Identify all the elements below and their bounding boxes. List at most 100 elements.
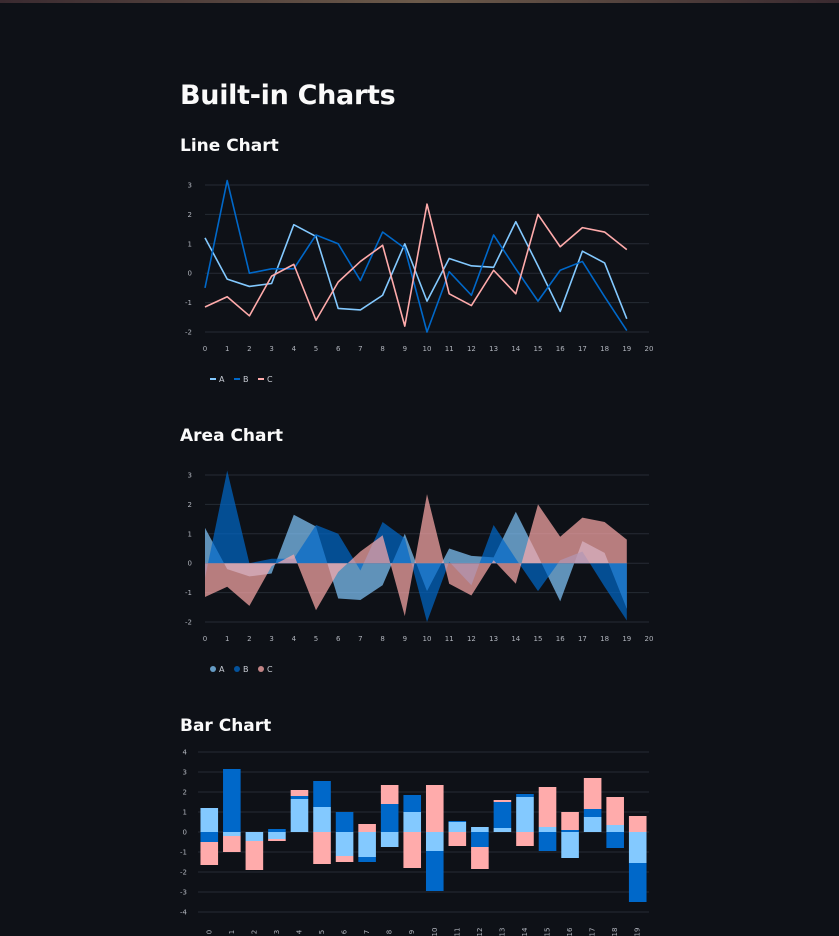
line-xtick-label: 6 (336, 345, 341, 353)
line-xtick-label: 2 (247, 345, 251, 353)
area-xtick-label: 12 (467, 635, 476, 643)
bar-xtick-label: 4 (295, 929, 303, 934)
bar-segment-C (268, 839, 286, 841)
bar-segment-A (380, 832, 399, 847)
bar-segment-A (538, 827, 557, 832)
bar-xtick-label: 10 (431, 928, 439, 936)
bar-segment-C (425, 785, 444, 832)
line-legend-label: A (219, 375, 225, 384)
line-xtick-label: 12 (467, 345, 476, 353)
bar-segment-C (223, 836, 241, 852)
bar-ytick-label: 1 (183, 809, 187, 817)
bar-segment-B (516, 794, 534, 797)
bar-xtick-label: 14 (521, 927, 529, 936)
page-title: Built-in Charts (180, 80, 396, 111)
bar-segment-B (200, 832, 219, 842)
bar-ytick-label: -4 (180, 909, 188, 917)
bar-segment-A (583, 817, 602, 832)
area-xtick-label: 14 (511, 635, 520, 643)
bar-xtick-label: 0 (205, 930, 213, 934)
area-xtick-label: 18 (600, 635, 609, 643)
area-xtick-label: 1 (225, 635, 229, 643)
bar-xtick-label: 7 (363, 930, 371, 934)
area-xtick-label: 4 (292, 635, 297, 643)
bar-ytick-label: -2 (180, 869, 187, 877)
line-legend-label: B (243, 375, 249, 384)
line-series-C (204, 203, 628, 327)
bar-segment-A (200, 808, 219, 832)
area-legend-label: B (243, 665, 249, 674)
area-xtick-label: 0 (203, 635, 207, 643)
area-chart-title: Area Chart (180, 426, 284, 446)
top-decoration-bar (0, 0, 839, 3)
bar-segment-B (493, 802, 512, 828)
line-ytick-label: 0 (188, 270, 192, 278)
bar-xtick-label: 11 (453, 928, 461, 936)
line-ytick-label: 1 (188, 240, 192, 248)
area-xtick-label: 11 (445, 635, 454, 643)
bar-xtick-label: 12 (476, 928, 484, 936)
bar-xtick-label: 6 (341, 929, 349, 934)
line-xtick-label: 9 (403, 345, 407, 353)
area-xtick-label: 3 (269, 635, 273, 643)
bar-segment-B (268, 829, 286, 832)
bar-ytick-label: -1 (180, 849, 187, 857)
area-xtick-label: 17 (578, 635, 587, 643)
line-ytick-label: 3 (188, 182, 192, 190)
line-xtick-label: 1 (225, 345, 229, 353)
bar-segment-B (583, 809, 602, 817)
bar-segment-C (200, 842, 219, 865)
area-xtick-label: 8 (380, 635, 384, 643)
line-ytick-label: -1 (185, 299, 192, 307)
bar-segment-C (516, 832, 534, 846)
bar-segment-B (223, 769, 241, 832)
bar-segment-A (403, 812, 422, 832)
line-xtick-label: 19 (622, 345, 631, 353)
line-xtick-label: 20 (645, 345, 654, 353)
line-xtick-label: 11 (445, 345, 454, 353)
line-xtick-label: 4 (292, 345, 297, 353)
bar-xtick-label: 19 (634, 928, 642, 936)
area-legend-symbol (258, 666, 264, 672)
bar-chart-title: Bar Chart (180, 716, 272, 736)
bar-segment-C (448, 832, 467, 846)
area-ytick-label: 1 (188, 530, 192, 538)
bar-xtick-label: 8 (386, 930, 394, 934)
area-ytick-label: 0 (188, 560, 192, 568)
area-series-C (205, 494, 627, 617)
line-series-B (204, 179, 628, 333)
line-xtick-label: 5 (314, 345, 318, 353)
area-xtick-label: 2 (247, 635, 251, 643)
area-xtick-label: 9 (403, 635, 407, 643)
bar-segment-A (425, 832, 444, 851)
area-xtick-label: 10 (423, 635, 432, 643)
bar-segment-C (403, 832, 422, 868)
bar-segment-C (358, 824, 376, 832)
area-legend-label: C (267, 665, 273, 674)
bar-xtick-label: 9 (408, 930, 416, 934)
line-legend-label: C (267, 375, 273, 384)
bar-segment-B (380, 804, 399, 832)
bar-segment-C (245, 841, 264, 870)
line-xtick-label: 13 (489, 345, 498, 353)
bar-segment-A (628, 832, 647, 863)
bar-segment-C (561, 812, 579, 830)
area-xtick-label: 7 (358, 635, 362, 643)
bar-segment-C (583, 778, 602, 809)
line-xtick-label: 8 (380, 345, 384, 353)
bar-segment-C (628, 816, 647, 832)
line-chart-title: Line Chart (180, 136, 279, 156)
line-xtick-label: 10 (423, 345, 432, 353)
bar-xtick-label: 17 (589, 928, 597, 936)
bar-xtick-label: 1 (228, 930, 236, 934)
bar-segment-A (223, 832, 241, 836)
bar-segment-B (538, 832, 557, 851)
bar-ytick-label: 0 (183, 829, 187, 837)
bar-segment-C (313, 832, 331, 864)
line-xtick-label: 18 (600, 345, 609, 353)
bar-segment-B (358, 857, 376, 862)
bar-segment-B (628, 863, 647, 902)
